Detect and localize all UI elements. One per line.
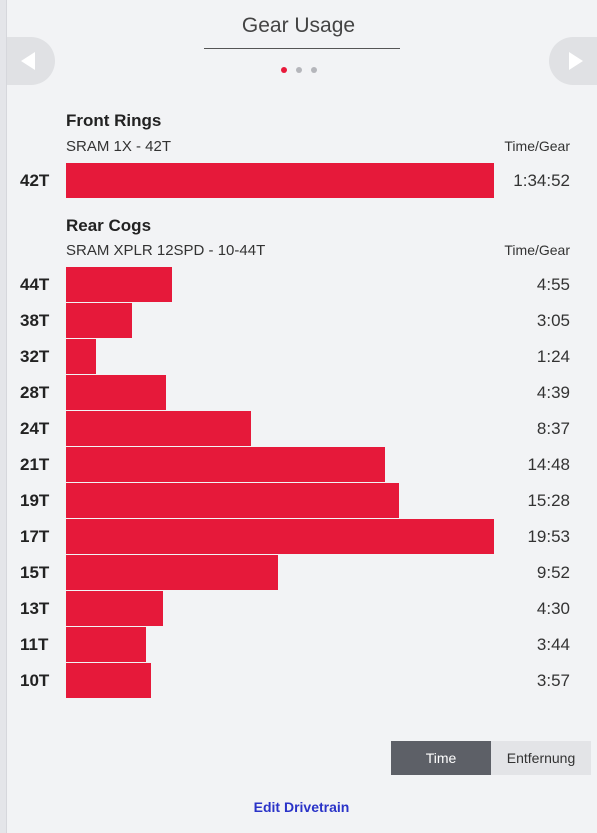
rear-gear-label: 15T: [20, 563, 50, 582]
rear-time-per-gear-header: Time/Gear: [504, 242, 570, 258]
rear-gear-time: 14:48: [527, 455, 570, 474]
rear-gear-label: 21T: [20, 455, 50, 474]
rear-gear-label: 24T: [20, 419, 50, 438]
rear-gear-row: 38T 3:05: [0, 303, 597, 338]
rear-gear-label: 11T: [20, 635, 49, 654]
front-gear-row: 42T 1:34:52: [0, 163, 597, 198]
time-toggle-button[interactable]: Time: [391, 741, 491, 775]
rear-gear-time: 1:24: [536, 347, 570, 366]
rear-gear-bar: [66, 663, 151, 698]
rear-gear-label: 32T: [20, 347, 50, 366]
rear-gear-row: 11T 3:44: [0, 627, 597, 662]
rear-gear-time: 19:53: [527, 527, 570, 546]
rear-gear-row: 17T 19:53: [0, 519, 597, 554]
rear-gear-time: 3:05: [536, 311, 570, 330]
carousel-dot-3[interactable]: [310, 67, 317, 73]
rear-gear-time: 3:57: [536, 671, 570, 690]
rear-gear-bar: [66, 483, 399, 518]
metric-toggle: Time Entfernung: [391, 741, 591, 775]
rear-gear-time: 9:52: [536, 563, 570, 582]
rear-gear-row: 13T 4:30: [0, 591, 597, 626]
rear-gear-row: 28T 4:39: [0, 375, 597, 410]
front-time-per-gear-header: Time/Gear: [504, 138, 570, 154]
rear-gear-label: 28T: [20, 383, 50, 402]
chevron-right-icon: [569, 52, 583, 70]
previous-page-button[interactable]: [7, 37, 55, 85]
rear-gear-label: 19T: [20, 491, 50, 510]
rear-gear-time: 3:44: [536, 635, 570, 654]
rear-gear-bar: [66, 627, 146, 662]
rear-cogs-title: Rear Cogs: [66, 216, 152, 235]
rear-gear-bar: [66, 411, 251, 446]
rear-gear-bar: [66, 375, 166, 410]
rear-gear-label: 44T: [20, 275, 50, 294]
rear-gear-label: 10T: [20, 671, 50, 690]
rear-gear-time: 8:37: [536, 419, 570, 438]
edit-drivetrain-link[interactable]: Edit Drivetrain: [253, 799, 350, 815]
rear-gear-row: 10T 3:57: [0, 663, 597, 698]
front-gear-bar: [66, 163, 494, 198]
front-rings-title: Front Rings: [66, 111, 162, 130]
rear-gear-label: 38T: [20, 311, 50, 330]
rear-gear-bar: [66, 555, 278, 590]
rear-gear-bar: [66, 303, 132, 338]
rear-cogs-subtitle: SRAM XPLR 12SPD - 10-44T: [66, 242, 266, 259]
rear-gear-bar: [66, 519, 494, 554]
front-rings-subtitle: SRAM 1X - 42T: [66, 138, 172, 155]
rear-gear-bar: [66, 339, 96, 374]
rear-gear-bar: [66, 267, 172, 302]
rear-gear-label: 17T: [20, 527, 50, 546]
rear-gear-label: 13T: [20, 599, 50, 618]
front-gear-label: 42T: [20, 171, 50, 190]
rear-gear-bar: [66, 447, 385, 482]
rear-gear-row: 19T 15:28: [0, 483, 597, 518]
next-page-button[interactable]: [549, 37, 597, 85]
carousel-dot-2[interactable]: [295, 67, 302, 73]
chevron-left-icon: [21, 52, 35, 70]
page-title: Gear Usage: [241, 14, 356, 37]
rear-gear-time: 15:28: [527, 491, 570, 510]
carousel-dots: [0, 67, 597, 73]
rear-gear-row: 44T 4:55: [0, 267, 597, 302]
rear-gear-row: 24T 8:37: [0, 411, 597, 446]
title-underline: [204, 48, 400, 49]
rear-gear-bar: [66, 591, 163, 626]
rear-gear-time: 4:30: [536, 599, 570, 618]
left-edge-rule: [0, 0, 7, 833]
front-gear-time: 1:34:52: [513, 171, 570, 190]
carousel-dot-1[interactable]: [280, 67, 287, 73]
rear-gear-time: 4:39: [536, 383, 570, 402]
distance-toggle-button[interactable]: Entfernung: [491, 741, 591, 775]
rear-gear-row: 21T 14:48: [0, 447, 597, 482]
rear-gear-row: 32T 1:24: [0, 339, 597, 374]
rear-gear-time: 4:55: [536, 275, 570, 294]
rear-gear-row: 15T 9:52: [0, 555, 597, 590]
